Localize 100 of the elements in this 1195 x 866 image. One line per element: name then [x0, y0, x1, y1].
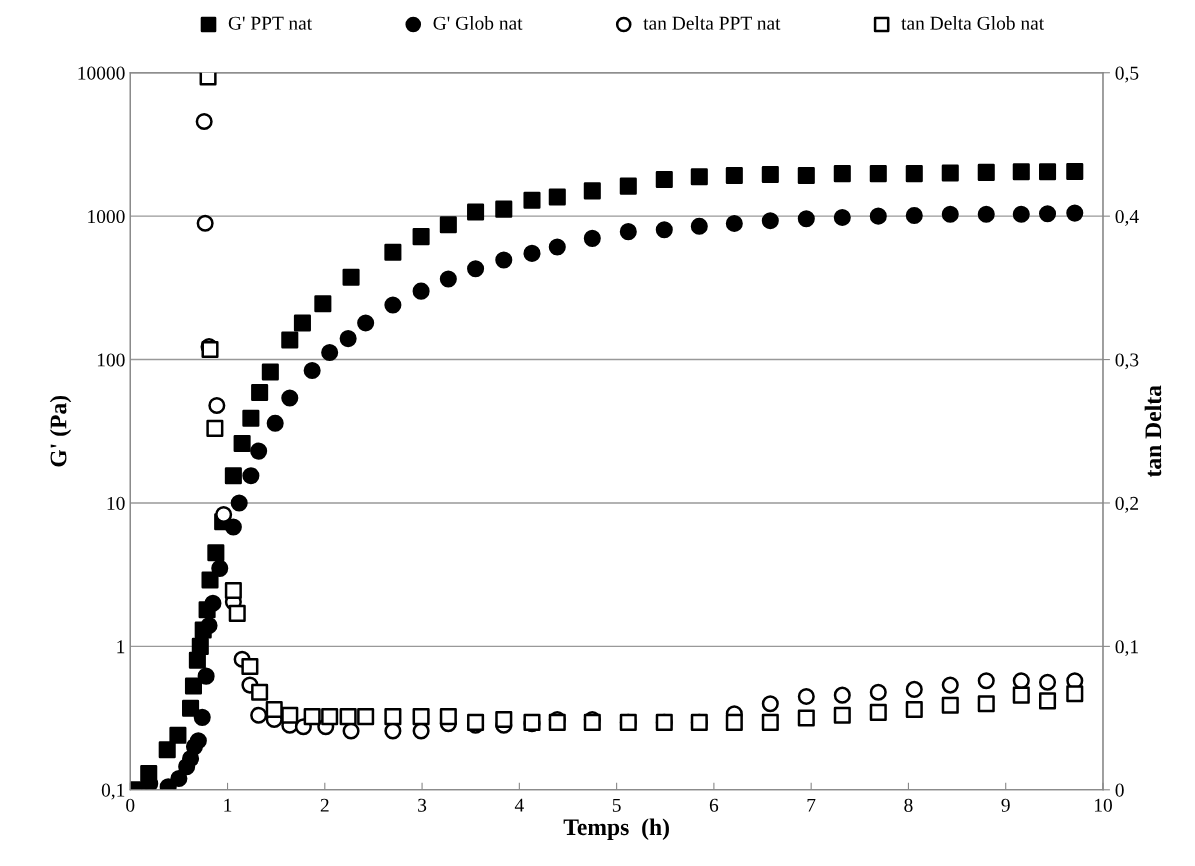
- point: [191, 637, 209, 655]
- y-tick-label: 1000: [88, 209, 125, 224]
- x-tick-label: 9: [1001, 798, 1010, 812]
- point: [242, 409, 260, 427]
- point: [261, 363, 279, 381]
- point: [467, 260, 485, 278]
- y2-axis-title: tan Delta: [1144, 385, 1162, 478]
- point: [833, 208, 851, 226]
- x-tick-label: 6: [709, 798, 719, 812]
- point: [655, 171, 673, 189]
- point: [467, 203, 485, 221]
- point: [384, 296, 402, 314]
- point: [169, 726, 187, 744]
- y-tick-label: 1: [117, 640, 125, 654]
- x-tick-label: 3: [418, 798, 427, 812]
- point: [412, 282, 430, 300]
- point: [321, 343, 339, 362]
- point: [251, 383, 269, 401]
- x-tick-label: 0: [126, 798, 135, 812]
- point: [833, 165, 851, 183]
- x-tick-label: 1: [224, 798, 232, 812]
- point: [655, 221, 673, 239]
- point: [905, 207, 923, 225]
- x-tick-label: 2: [320, 798, 329, 812]
- y-tick-label: 10000: [78, 66, 125, 80]
- point: [339, 330, 357, 348]
- point: [495, 251, 513, 269]
- point: [523, 191, 541, 209]
- point: [1012, 205, 1030, 223]
- point: [797, 210, 815, 228]
- point: [1012, 163, 1030, 181]
- legend-label: G' PPT nat: [228, 16, 313, 30]
- point: [266, 414, 284, 432]
- y2-tick-label: 0,5: [1115, 66, 1139, 83]
- point: [797, 166, 815, 185]
- point: [941, 164, 959, 182]
- legend-label: tan Delta PPT nat: [643, 16, 781, 30]
- point: [977, 163, 995, 181]
- point: [869, 165, 887, 183]
- point: [548, 238, 566, 256]
- point: [204, 594, 222, 612]
- y2-tick-label: 0,3: [1115, 353, 1139, 370]
- point: [690, 217, 708, 235]
- x-axis-title: Temps (h): [563, 818, 669, 840]
- point: [1039, 163, 1057, 181]
- point: [184, 677, 203, 695]
- point: [725, 166, 743, 185]
- y-tick-label: 10: [107, 496, 125, 510]
- point: [201, 571, 219, 589]
- point: [619, 223, 637, 241]
- point: [495, 200, 513, 218]
- point: [384, 243, 402, 261]
- y2-tick-label: 0,2: [1115, 496, 1139, 513]
- point: [233, 434, 251, 452]
- x-tick-label: 8: [904, 798, 913, 812]
- point: [583, 229, 601, 247]
- point: [158, 741, 176, 759]
- point: [211, 559, 229, 577]
- point: [412, 228, 430, 246]
- y-axis-title: G' (Pa): [49, 395, 72, 467]
- point: [230, 494, 248, 512]
- y2-tick-label: 0,1: [1115, 640, 1138, 657]
- y-tick-label: 0,1: [101, 783, 125, 800]
- y-tick-label: 100: [97, 353, 125, 367]
- x-tick-label: 5: [612, 798, 621, 812]
- point: [342, 268, 360, 286]
- point: [439, 270, 457, 288]
- point: [189, 732, 207, 750]
- point: [182, 699, 200, 717]
- point: [583, 182, 601, 200]
- point: [197, 667, 215, 685]
- point: [281, 389, 299, 407]
- point: [1066, 162, 1084, 180]
- point: [224, 467, 242, 485]
- point: [725, 214, 743, 232]
- point: [439, 216, 457, 234]
- x-tick-label: 7: [807, 798, 816, 812]
- x-tick-label: 4: [514, 798, 524, 812]
- legend-label: G' Glob nat: [433, 16, 523, 30]
- point: [357, 314, 375, 332]
- point: [314, 295, 332, 313]
- point: [281, 331, 299, 349]
- point: [242, 467, 260, 485]
- point: [619, 177, 637, 195]
- point: [548, 188, 566, 206]
- point: [941, 205, 959, 223]
- legend-label: tan Delta Glob nat: [901, 16, 1045, 30]
- x-tick-label: 10: [1094, 798, 1112, 812]
- point: [1039, 205, 1057, 223]
- point: [1066, 204, 1084, 222]
- point: [207, 544, 225, 562]
- point: [977, 205, 995, 223]
- point: [523, 244, 541, 262]
- point: [761, 166, 779, 184]
- y2-tick-label: 0: [1115, 783, 1124, 797]
- point: [250, 442, 268, 460]
- point: [193, 708, 211, 726]
- point: [761, 212, 779, 230]
- point: [170, 769, 188, 787]
- point: [293, 314, 311, 332]
